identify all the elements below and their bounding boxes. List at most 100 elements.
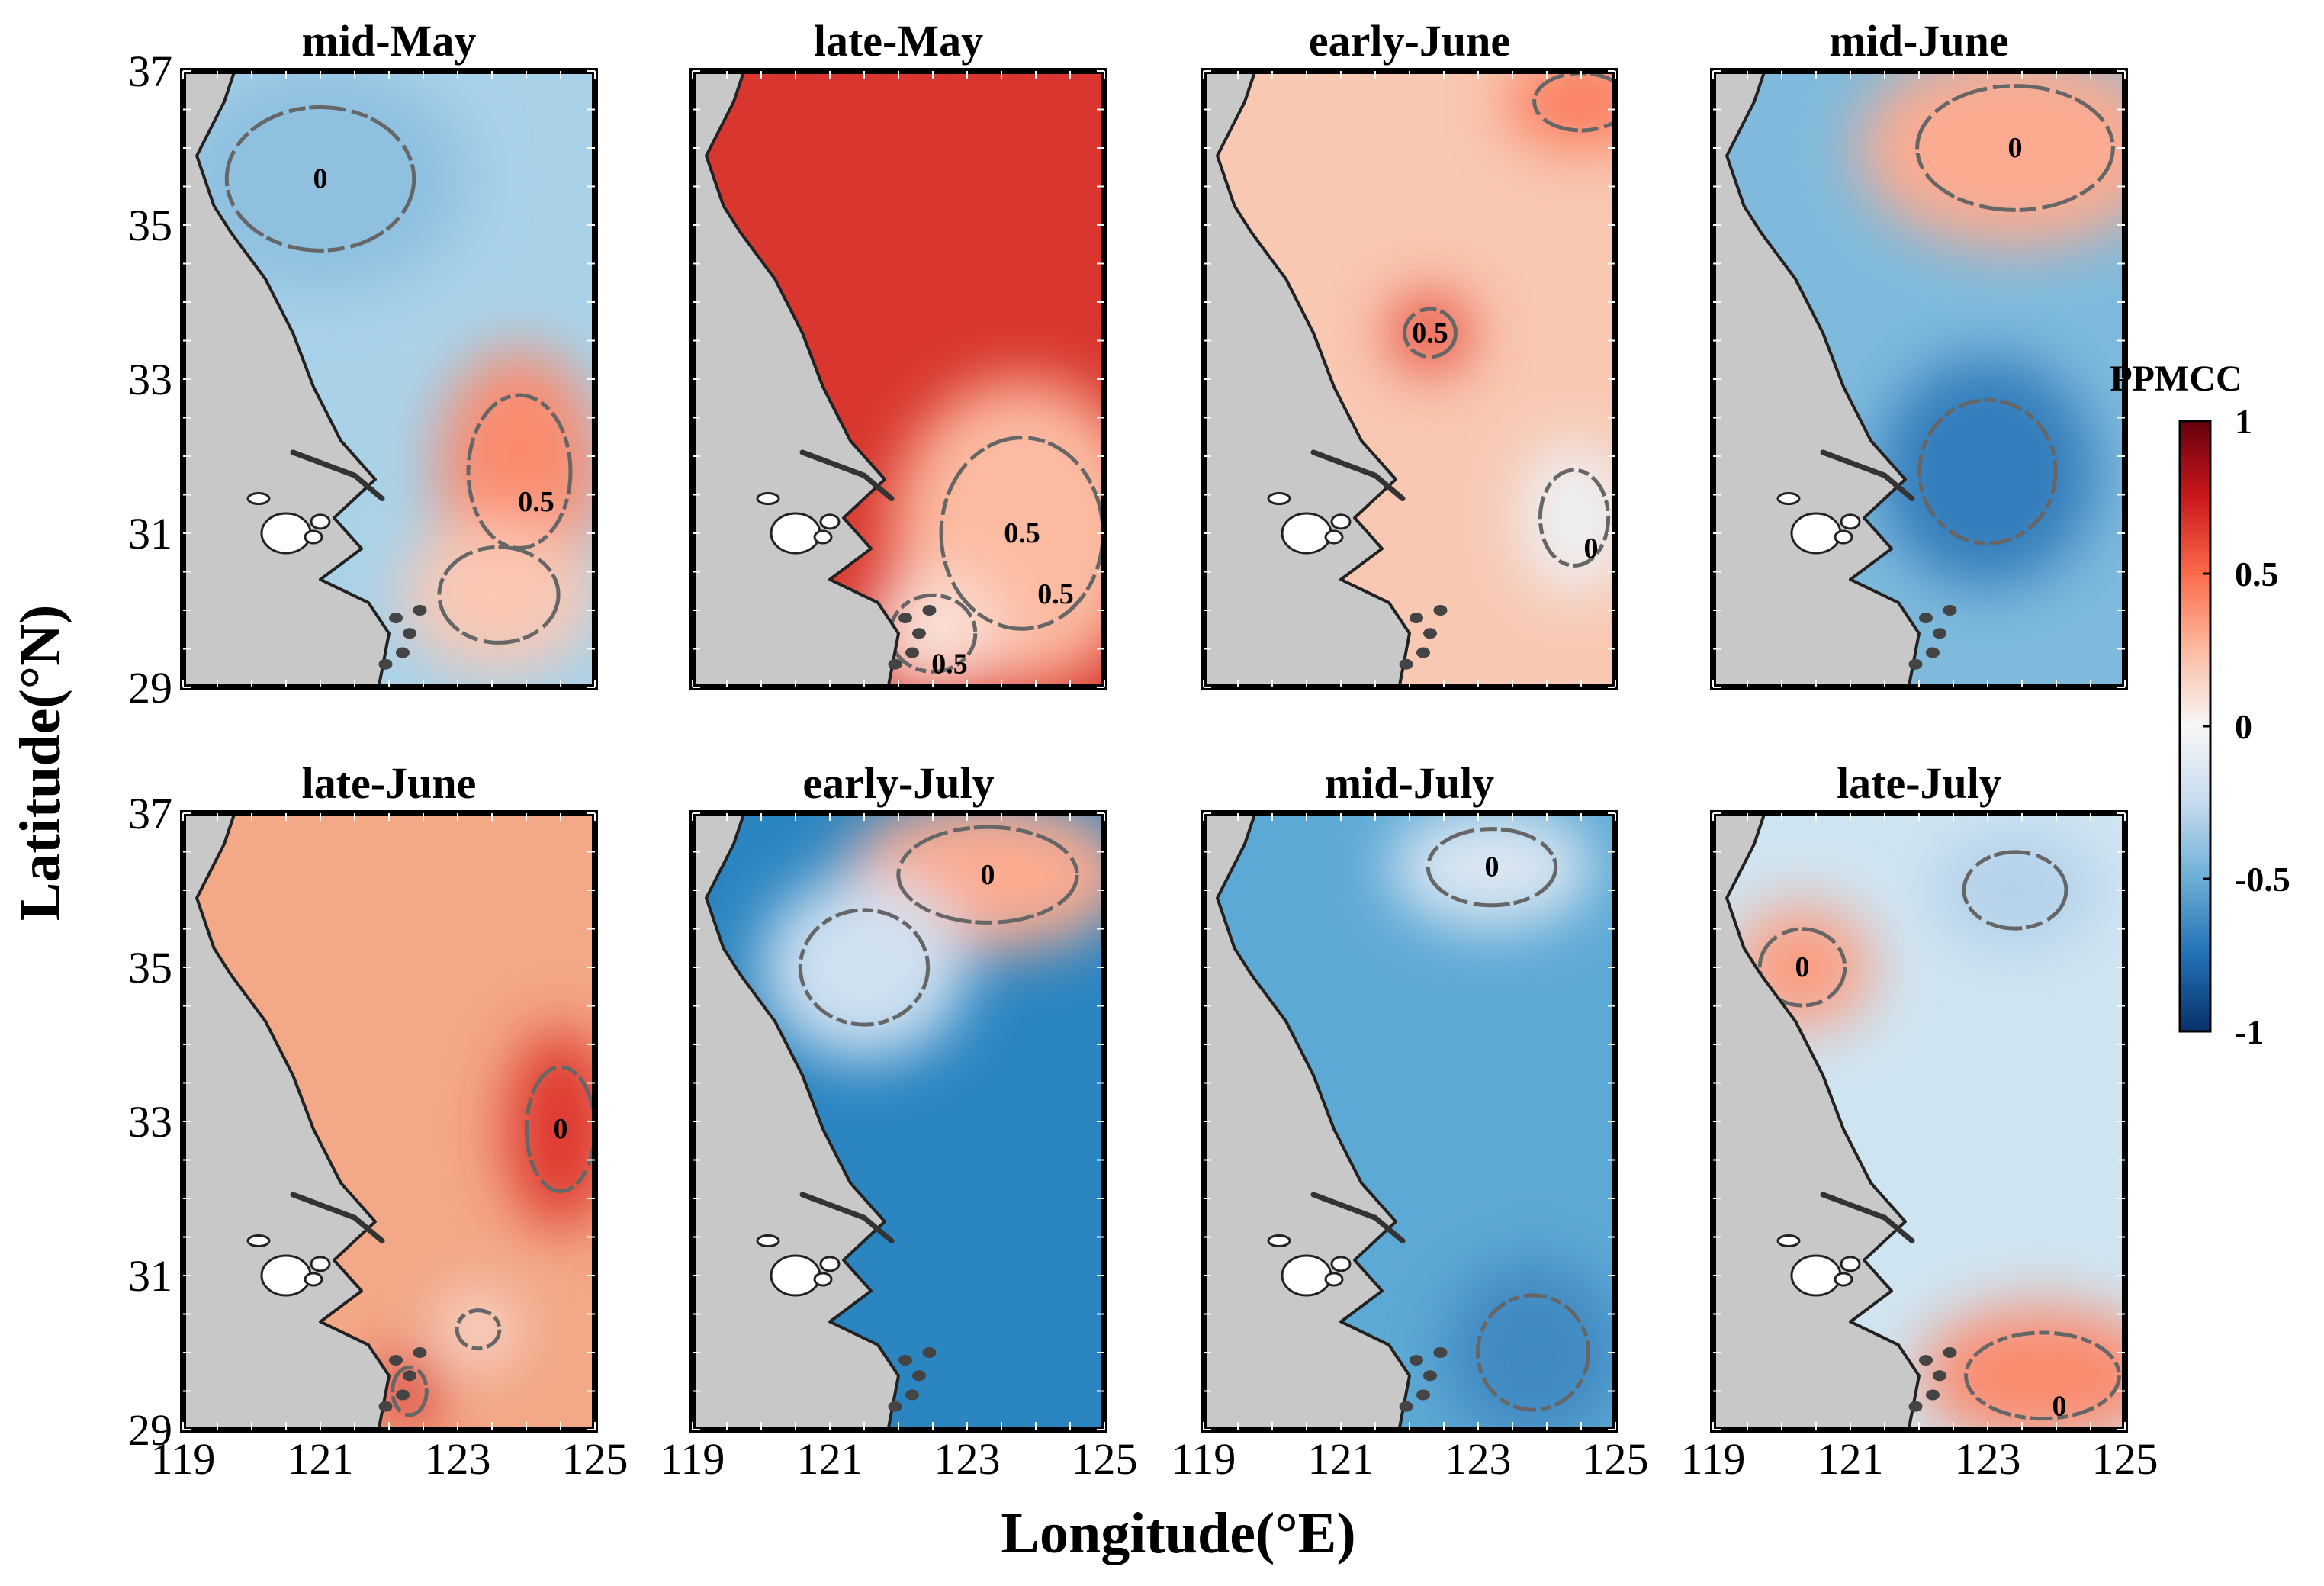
y-tick-label: 37 (128, 47, 172, 96)
contour-line (1962, 850, 2068, 931)
land-mass (1713, 71, 1921, 687)
contour-lines (1915, 84, 2115, 545)
contour-line (224, 105, 416, 253)
lake-shape (770, 1254, 821, 1297)
lake-shape (1790, 512, 1842, 555)
land-mass (693, 813, 900, 1430)
x-tick-label: 125 (2092, 1434, 2158, 1484)
contour-label: 0.5 (1412, 317, 1448, 349)
island-shape (1416, 647, 1430, 658)
river-estuary (799, 449, 895, 502)
lake-shape (1281, 512, 1332, 555)
contour-line (1915, 84, 2115, 212)
island-shape (396, 647, 410, 658)
land-mass (693, 71, 900, 687)
lake-shape (246, 492, 271, 506)
land-mass (1204, 71, 1411, 687)
river-estuary (799, 1192, 895, 1244)
island-shape (1433, 605, 1448, 616)
colorbar-ticks: 1 0.5 0 -0.5 -1 (2203, 402, 2290, 1051)
contour-line (896, 825, 1079, 925)
y-tick-label: 35 (128, 201, 172, 250)
correlation-zone (403, 517, 595, 672)
correlation-zone (444, 1298, 513, 1361)
x-tick-label: 119 (1681, 1434, 1746, 1484)
x-tick-label: 125 (562, 1434, 628, 1484)
map-panels: 00.5mid-May29313335370.50.50.5late-May0.… (128, 16, 2158, 1484)
y-axis-label: Latitude(°N) (8, 605, 72, 922)
lake-shape (1776, 492, 1801, 506)
correlation-zone (506, 1028, 595, 1230)
correlation-zone (1389, 813, 1595, 929)
y-tick-label: 35 (128, 943, 172, 992)
colorbar-title: PPMCC (2110, 359, 2242, 399)
panel-title: mid-July (1325, 758, 1494, 808)
contour-line (1403, 307, 1458, 359)
lake-shape (246, 1234, 271, 1248)
island-shape (1410, 613, 1423, 624)
lake-shape (1790, 1254, 1842, 1297)
lake-shape (260, 512, 312, 555)
x-tick-label: 123 (1445, 1434, 1512, 1484)
panel-mid-June: 0 mid-June (1710, 16, 2128, 690)
river-estuary (290, 449, 385, 502)
contour-line (1917, 397, 2058, 545)
panel-early-June: 0.5 0 early-June (1201, 16, 1618, 690)
river-estuary (290, 1192, 385, 1244)
island-shape (1908, 1401, 1923, 1412)
island-shape (888, 658, 902, 670)
island-shape (403, 628, 416, 639)
contour-line (798, 908, 931, 1027)
x-tick-label: 121 (797, 1434, 863, 1484)
x-tick-label: 119 (661, 1434, 725, 1484)
colorbar-tick-label: 0 (2235, 707, 2252, 746)
island-shape (1933, 1370, 1946, 1382)
contour-lines (224, 105, 573, 645)
island-shape (389, 613, 403, 624)
x-tick-label: 121 (288, 1434, 354, 1484)
lake-shape (304, 529, 323, 545)
island-shape (1410, 1355, 1423, 1366)
island-shape (1943, 1347, 1957, 1358)
lake-shape (819, 513, 841, 530)
colorbar-tick-label: -1 (2235, 1012, 2264, 1051)
lake-shape (1281, 1254, 1332, 1297)
lake-shape (770, 512, 821, 555)
island-shape (1926, 1389, 1940, 1401)
island-shape (1919, 1355, 1933, 1366)
x-tick-label: 123 (425, 1434, 491, 1484)
island-shape (1933, 628, 1946, 639)
y-tick-label: 31 (128, 509, 172, 558)
lake-shape (756, 1234, 780, 1248)
lake-shape (1330, 513, 1352, 530)
lake-shape (310, 1256, 331, 1272)
colorbar: PPMCC 1 0.5 0 -0.5 -1 (2110, 359, 2290, 1051)
contour-label: 0.5 (931, 648, 968, 680)
island-shape (403, 1370, 416, 1382)
contour-label: 0 (2008, 132, 2023, 164)
correlation-zone (1933, 828, 2097, 952)
correlation-zone (1389, 294, 1471, 372)
contour-label: 0 (981, 859, 995, 891)
panel-early-July: 0 early-July 119 121 123 125 (661, 758, 1138, 1484)
island-shape (413, 605, 427, 616)
correlation-zone (1519, 440, 1615, 595)
correlation-zone (1878, 355, 2097, 587)
panel-title: mid-June (1829, 16, 2008, 66)
lake-shape (819, 1256, 841, 1272)
island-shape (1919, 613, 1933, 624)
y-tick-label: 29 (128, 1405, 172, 1455)
panel-late-July: 0 0 late-July 119 121 123 125 (1681, 758, 2158, 1484)
land-mass (1713, 813, 1921, 1430)
lake-shape (304, 1272, 323, 1287)
land-mass (183, 813, 391, 1430)
lake-shape (1834, 529, 1853, 545)
lake-shape (1324, 1272, 1344, 1287)
correlation-zone (382, 1353, 437, 1430)
panel-title: early-July (802, 758, 994, 808)
lake-shape (1324, 529, 1344, 545)
contour-label: 0.5 (1004, 517, 1040, 549)
contour-line (455, 1308, 502, 1351)
contour-label: 0 (1485, 851, 1500, 883)
x-tick-label: 121 (1308, 1434, 1374, 1484)
